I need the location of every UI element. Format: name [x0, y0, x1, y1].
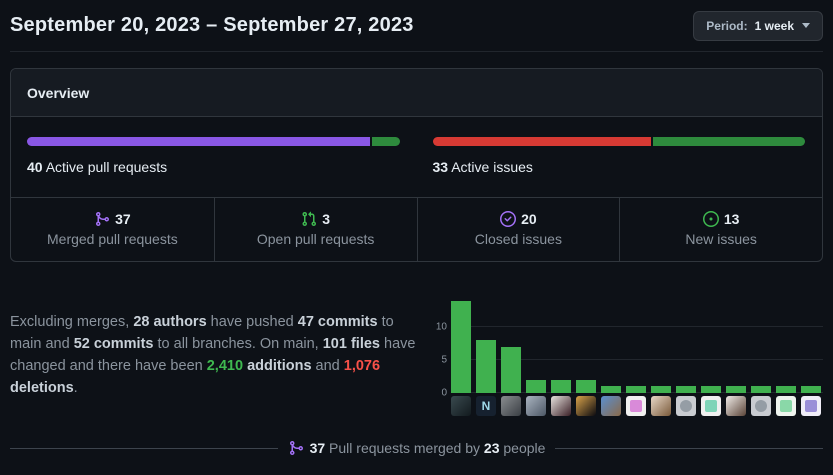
issue-opened-icon: [702, 211, 719, 227]
page-header: September 20, 2023 – September 27, 2023 …: [10, 0, 823, 52]
active-pr-count: 40: [27, 159, 43, 175]
deletions-count: 1,076: [343, 358, 381, 374]
author-avatars-row: N: [451, 396, 823, 416]
commit-bar: [676, 386, 696, 393]
author-avatar[interactable]: [626, 396, 646, 416]
stat-closed-issues[interactable]: 20 Closed issues: [416, 198, 620, 261]
author-avatar[interactable]: [451, 396, 471, 416]
octocat-icon: [755, 400, 767, 412]
active-issues-label: 33 Active issues: [432, 159, 533, 175]
commit-bar: [576, 379, 596, 393]
identicon-pattern: [630, 400, 642, 412]
pull-requests-activity: 40 Active pull requests: [11, 137, 417, 197]
author-avatar[interactable]: [801, 396, 821, 416]
commit-bar: [501, 346, 521, 393]
activity-bars-row: 40 Active pull requests 33 Active issues: [11, 117, 822, 197]
author-avatar[interactable]: [726, 396, 746, 416]
y-tick-label: 5: [441, 354, 447, 366]
commits-per-author-chart: 0 5 10 N: [433, 298, 823, 416]
overview-card-header: Overview: [11, 69, 822, 117]
commit-bar: [476, 340, 496, 393]
merged-pr-count: 37: [115, 211, 131, 227]
author-avatar[interactable]: [701, 396, 721, 416]
avatar-logo-letter: N: [481, 399, 491, 413]
commit-summary-paragraph: Excluding merges, 28 authors have pushed…: [10, 314, 416, 396]
page-title: September 20, 2023 – September 27, 2023: [10, 14, 414, 36]
open-pr-count: 3: [322, 211, 331, 227]
pull-requests-progress-bar: [27, 137, 400, 146]
merged-by-divider: 37 Pull requests merged by 23 people: [10, 440, 823, 456]
files-changed-count: 101 files: [322, 336, 380, 352]
chart-gridline: [451, 326, 823, 328]
y-tick-label: 10: [435, 321, 447, 333]
stat-new-issues[interactable]: 13 New issues: [619, 198, 822, 261]
authors-count: 28 authors: [133, 314, 207, 330]
author-avatar[interactable]: [576, 396, 596, 416]
author-avatar[interactable]: [751, 396, 771, 416]
overview-stats-row: 37 Merged pull requests 3 Open pull requ…: [11, 197, 822, 261]
new-issues-segment: [653, 137, 805, 146]
overview-card: Overview 40 Active pull requests 33 Acti…: [10, 68, 823, 262]
octocat-icon: [680, 400, 692, 412]
active-issues-count: 33: [432, 159, 449, 175]
commits-all-count: 52 commits: [73, 336, 154, 352]
period-value: 1 week: [754, 18, 794, 33]
pulse-page: September 20, 2023 – September 27, 2023 …: [10, 0, 823, 456]
identicon-pattern: [805, 400, 817, 412]
period-label: Period:: [706, 18, 748, 33]
new-issues-count: 13: [723, 211, 740, 227]
commit-bar: [801, 386, 821, 393]
author-avatar[interactable]: N: [476, 396, 496, 416]
author-avatar[interactable]: [501, 396, 521, 416]
people-count: 23: [483, 440, 500, 456]
main-content: Excluding merges, 28 authors have pushed…: [10, 298, 823, 416]
chart-plot: [451, 298, 823, 393]
closed-issues-segment: [432, 137, 652, 146]
commit-bar: [451, 300, 471, 393]
stat-merged-pull-requests[interactable]: 37 Merged pull requests: [47, 211, 178, 247]
issue-closed-icon: [500, 211, 517, 227]
closed-issues-count: 20: [521, 211, 537, 227]
open-pr-segment: [371, 137, 400, 146]
chart-bars: [451, 298, 821, 393]
commit-bar: [751, 386, 771, 393]
author-avatar[interactable]: [651, 396, 671, 416]
active-pull-requests-label: 40 Active pull requests: [27, 159, 168, 175]
issues-activity: 33 Active issues: [417, 137, 823, 197]
author-avatar[interactable]: [551, 396, 571, 416]
commit-bar: [626, 386, 646, 393]
merged-by-label: 37 Pull requests merged by 23 people: [278, 440, 556, 456]
git-pull-request-icon: [302, 211, 317, 227]
tab-overview[interactable]: Overview: [27, 84, 90, 101]
author-avatar[interactable]: [776, 396, 796, 416]
merged-pr-segment: [27, 137, 370, 146]
y-tick-label: 0: [441, 387, 447, 399]
commit-bar: [701, 386, 721, 393]
period-select-button[interactable]: Period: 1 week: [693, 10, 823, 41]
chart-y-axis-labels: 0 5 10: [433, 298, 451, 399]
stat-open-pull-requests[interactable]: 3 Open pull requests: [213, 198, 417, 261]
commit-bar: [526, 379, 546, 393]
commit-bar: [726, 386, 746, 393]
commit-bar: [601, 386, 621, 393]
commits-main-count: 47 commits: [297, 314, 378, 330]
merged-pr-total: 37: [309, 440, 326, 456]
identicon-pattern: [780, 400, 792, 412]
identicon-pattern: [705, 400, 717, 412]
commit-bar: [651, 386, 671, 393]
author-avatar[interactable]: [526, 396, 546, 416]
additions-count: 2,410: [206, 358, 244, 374]
issues-progress-bar: [432, 137, 805, 146]
divider-line-right: [555, 447, 823, 449]
commit-bar: [776, 386, 796, 393]
git-merge-icon: [96, 212, 110, 226]
git-merge-icon: [289, 441, 303, 455]
commit-bar: [551, 379, 571, 393]
chart-gridline: [451, 359, 823, 361]
author-avatar[interactable]: [601, 396, 621, 416]
chevron-down-icon: [802, 23, 810, 28]
author-avatar[interactable]: [676, 396, 696, 416]
divider-line-left: [10, 447, 278, 449]
